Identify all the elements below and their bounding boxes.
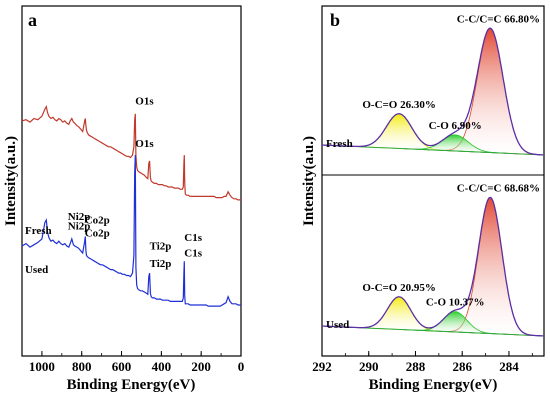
- peak-label: O1s: [135, 138, 154, 150]
- spectrum-fresh: C-C/C=C 66.80% O-C=O 26.30% C-O 6.90% Fresh: [321, 14, 545, 156]
- x-tick-label: 292: [312, 359, 332, 374]
- peak-label: C-O 10.37%: [426, 297, 485, 309]
- x-tick-label: 288: [406, 359, 426, 374]
- panel-a-annotations: FreshNi2pCo2pO1sTi2pC1sUsedNi2pCo2pO1sTi…: [25, 95, 203, 276]
- peak-label: C1s: [184, 248, 202, 260]
- x-tick-label: 286: [452, 359, 472, 374]
- x-tick-label: 800: [72, 359, 92, 374]
- peak-label: O-C=O 26.30%: [362, 99, 436, 111]
- peak-label: O-C=O 20.95%: [362, 282, 436, 294]
- x-tick-label: 284: [499, 359, 519, 374]
- peak-label: C-O 6.90%: [429, 120, 482, 132]
- spectrum-used: C-C/C=C 68.68% O-C=O 20.95% C-O 10.37% Used: [321, 183, 545, 337]
- peak-label: C1s: [184, 232, 202, 244]
- panel-a-frame: [21, 5, 242, 357]
- panel-a: a FreshNi2pCo2pO1sTi2pC1sUsedNi2pCo2pO1s…: [3, 5, 245, 393]
- panel-a-series: [21, 105, 241, 307]
- peak-label: Ti2p: [150, 258, 172, 270]
- panel-b-frame: [321, 5, 545, 357]
- fit-envelope-line: [322, 196, 544, 337]
- peak-label: Ti2p: [150, 241, 172, 253]
- panel-b-ylabel: Intensity(a.u.): [301, 136, 317, 226]
- panel-a-xlabel: Binding Energy(eV): [67, 377, 196, 393]
- peak-label: Fresh: [25, 225, 52, 237]
- x-tick-label: 600: [112, 359, 132, 374]
- panel-a-x-ticks: 1000 800 600 400 200 0: [21, 351, 245, 374]
- series-line-fresh: [21, 105, 241, 201]
- panel-a-letter: a: [28, 10, 37, 30]
- panel-b-letter: b: [330, 10, 340, 30]
- sample-label: Used: [326, 319, 349, 331]
- peak-label: Used: [25, 264, 48, 276]
- peak-label: Ni2p: [68, 220, 91, 232]
- panel-a-ylabel: Intensity(a.u.): [3, 136, 19, 226]
- peak-label: Co2p: [85, 228, 110, 240]
- fit-envelope-line: [322, 27, 544, 156]
- x-tick-label: 0: [238, 359, 245, 374]
- peak-label: C-C/C=C 68.68%: [457, 183, 540, 195]
- peak-label: Ni2p: [68, 211, 91, 223]
- sample-label: Fresh: [326, 138, 353, 150]
- x-tick-label: 290: [359, 359, 379, 374]
- panel-b-spectra: C-C/C=C 66.80% O-C=O 26.30% C-O 6.90% Fresh…: [321, 14, 545, 337]
- x-tick-label: 1000: [29, 359, 55, 374]
- panel-b-xlabel: Binding Energy(eV): [369, 377, 498, 393]
- peak-label: Co2p: [85, 215, 110, 227]
- series-line-used: [21, 155, 241, 307]
- x-tick-label: 400: [152, 359, 172, 374]
- peak-label: O1s: [135, 95, 154, 107]
- panel-b-x-ticks: 292 290 288 286 284: [312, 351, 533, 374]
- panel-b: b C-C/C=C 66.80% O-C=O 26.30% C-O 6.90% Fre…: [301, 5, 545, 393]
- peak-label: C-C/C=C 66.80%: [457, 14, 540, 26]
- x-tick-label: 200: [191, 359, 211, 374]
